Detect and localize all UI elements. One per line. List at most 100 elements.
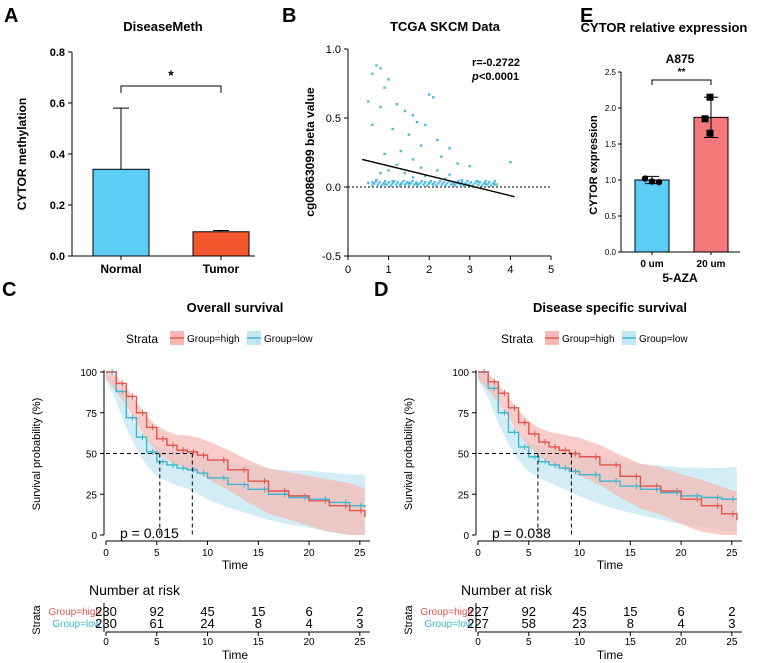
risk-x-tick-label: 25	[726, 637, 738, 648]
scatter-point	[455, 182, 458, 185]
scatter-point	[448, 147, 451, 150]
risk-count-low: 3	[356, 616, 363, 631]
p-value: p = 0.038	[492, 525, 551, 541]
risk-count-low: 24	[200, 616, 214, 631]
scatter-point	[460, 181, 464, 184]
scatter-point	[449, 183, 453, 186]
scatter-point	[423, 174, 427, 178]
regression-line	[362, 158, 515, 198]
scatter-point	[462, 184, 465, 187]
scatter-point	[379, 67, 382, 70]
y-tick-label: 0.2	[50, 200, 65, 212]
x-tick-label: 20 um	[697, 259, 726, 270]
x-tick-label: 25	[726, 548, 738, 559]
x-tick-label: 0	[345, 264, 351, 276]
scatter-point	[435, 184, 438, 187]
scatter-point	[427, 182, 431, 185]
scatter-point	[492, 183, 496, 186]
y-tick-label: 25	[458, 490, 470, 501]
x-tick-label: 20	[304, 548, 316, 559]
scatter-point	[379, 172, 382, 175]
risk-label-low: Group=low	[424, 619, 473, 630]
scatter-point	[376, 183, 380, 186]
scatter-point	[440, 155, 443, 158]
scatter-point	[383, 86, 386, 89]
risk-count-high: 230	[95, 604, 117, 619]
y-tick-label: 2.0	[605, 104, 617, 113]
x-axis-label: 5-AZA	[662, 271, 698, 285]
panel-title: TCGA SKCM Data	[390, 19, 501, 34]
data-point	[648, 178, 656, 185]
scatter-point	[436, 138, 439, 142]
y-tick-label: 0.8	[50, 47, 65, 59]
scatter-point	[371, 123, 374, 127]
scatter-point	[466, 180, 469, 183]
x-axis-label: Time	[597, 558, 624, 572]
risk-x-axis-label: Time	[597, 648, 624, 662]
risk-count-high: 45	[200, 604, 214, 619]
risk-table-title: Number at risk	[461, 582, 553, 598]
scatter-point	[411, 158, 415, 161]
y-axis-label: cg00863099 beta value	[303, 87, 317, 217]
risk-x-tick-label: 15	[253, 637, 265, 648]
panel-title: CYTOR relative expression	[581, 20, 748, 35]
y-tick-label: 1.0	[326, 44, 341, 56]
scatter-point	[398, 184, 401, 187]
panel-b: B TCGA SKCM Data -0.5 0.0 0.5 1.0 0 1 2 3 4 5 cg0086…	[282, 5, 554, 276]
scatter-point	[480, 184, 484, 187]
scatter-point	[411, 180, 414, 183]
scatter-point	[382, 182, 385, 185]
data-point	[655, 178, 663, 186]
scatter-point	[482, 182, 486, 185]
scatter-point	[478, 181, 482, 184]
scatter-point	[495, 183, 498, 186]
scatter-point	[451, 181, 454, 184]
risk-count-high: 15	[251, 604, 265, 619]
scatter-point	[393, 180, 396, 183]
scatter-point	[422, 183, 425, 186]
y-tick-label: 100	[452, 368, 469, 379]
risk-count-low: 23	[572, 616, 586, 631]
risk-x-tick-label: 20	[676, 637, 688, 648]
risk-label-high: Group=high	[48, 607, 101, 618]
bar-0um	[634, 179, 670, 253]
scatter-point	[394, 183, 398, 186]
scatter-point	[391, 182, 394, 185]
scatter-point	[460, 178, 463, 182]
legend-label-low: Group=low	[264, 334, 313, 345]
scatter-point	[477, 183, 480, 186]
x-tick-label: 2	[426, 264, 432, 276]
scatter-point	[448, 173, 451, 176]
scatter-point	[488, 181, 491, 184]
x-tick-label: 1	[386, 264, 392, 276]
scatter-point	[436, 169, 439, 172]
scatter-point	[411, 176, 415, 179]
scatter-point	[385, 183, 389, 186]
scatter-point	[374, 180, 378, 183]
scatter-point	[383, 152, 386, 156]
x-axis-label: Time	[222, 558, 249, 572]
scatter-point	[429, 180, 433, 183]
scatter-point	[469, 181, 473, 184]
scatter-point	[372, 182, 376, 185]
scatter-point	[442, 181, 445, 184]
x-tick-label: Normal	[100, 262, 141, 276]
legend-label-high: Group=high	[187, 334, 240, 345]
panel-letter: E	[580, 5, 593, 27]
risk-count-low: 58	[522, 616, 536, 631]
scatter-point	[423, 123, 427, 127]
scatter-point	[383, 183, 386, 186]
panel-letter: B	[282, 5, 296, 27]
scatter-point	[476, 180, 480, 183]
scatter-point	[395, 103, 398, 106]
panel-letter: A	[4, 5, 18, 27]
x-tick-label: 5	[154, 548, 160, 559]
scatter-point	[436, 182, 440, 185]
scatter-point	[444, 177, 447, 180]
legend-title: Strata	[126, 332, 158, 346]
scatter-point	[400, 182, 403, 185]
x-tick-label: 0 um	[640, 259, 663, 270]
scatter-point	[416, 184, 420, 187]
scatter-point	[475, 180, 478, 183]
